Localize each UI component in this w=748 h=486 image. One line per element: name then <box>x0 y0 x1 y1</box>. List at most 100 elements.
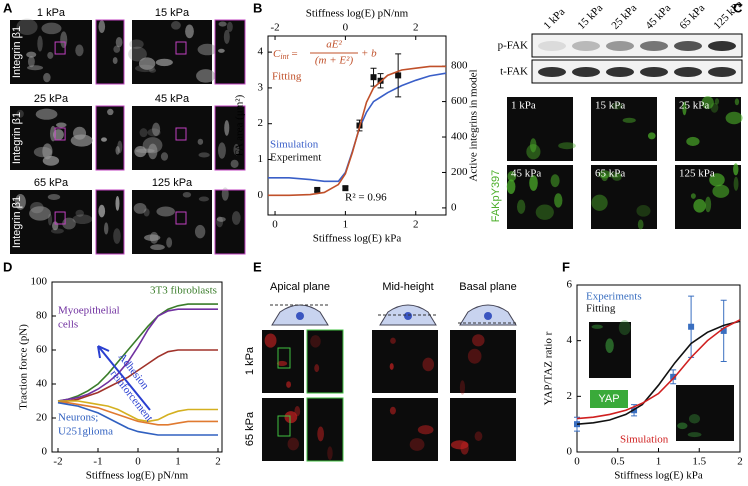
series-label: Simulation <box>270 139 319 151</box>
cell <box>50 228 64 234</box>
band <box>674 67 702 77</box>
cell <box>687 432 702 438</box>
micrograph <box>10 20 92 84</box>
cell <box>314 364 320 373</box>
annotation: Neurons; <box>58 412 98 424</box>
inset-frame <box>95 19 125 85</box>
cell <box>144 234 161 241</box>
panel-label: C <box>733 0 743 15</box>
stiffness-label: 45 kPa <box>155 93 190 105</box>
cell <box>607 171 622 178</box>
series-line <box>58 400 218 423</box>
stiffness-label: 1 kPa <box>37 7 66 19</box>
plane-label: Basal plane <box>459 281 517 293</box>
cell <box>115 37 123 48</box>
series-line <box>57 308 218 402</box>
cell <box>390 337 396 344</box>
cell <box>30 201 44 214</box>
image-label: 65 kPa <box>595 168 625 180</box>
panel-label: B <box>253 0 262 15</box>
data-point <box>314 186 321 193</box>
y-tick-label: 6 <box>567 279 573 291</box>
micrograph <box>372 330 438 393</box>
cell <box>459 380 466 395</box>
stain-label: Integrin β1 <box>11 112 23 164</box>
image-label: 45 kPa <box>511 168 541 180</box>
cell <box>230 159 239 168</box>
y-tick-label: 60 <box>36 344 48 356</box>
inset-frame <box>95 105 125 171</box>
y2-tick-label: 600 <box>451 95 468 107</box>
cell <box>422 357 435 372</box>
cell <box>147 128 161 137</box>
data-point <box>395 72 402 79</box>
series-line <box>57 401 218 436</box>
cell <box>507 171 517 182</box>
roi-box <box>54 41 66 55</box>
panel-label: D <box>3 259 12 274</box>
cell <box>677 422 688 430</box>
x-axis-label: Stiffness log(E) kPa <box>313 233 402 245</box>
cell <box>226 21 233 33</box>
blot <box>531 33 743 58</box>
annotation: 3T3 fibroblasts <box>150 285 217 297</box>
cell <box>216 216 226 222</box>
cell <box>42 155 60 166</box>
panel-label: E <box>253 259 262 274</box>
formula-lhs: C <box>273 48 281 60</box>
cell <box>60 31 68 49</box>
cell <box>286 381 292 388</box>
cell <box>218 48 225 53</box>
micrograph <box>215 190 245 254</box>
cell <box>467 348 482 364</box>
cell <box>117 140 123 154</box>
x-tick-label: 0.5 <box>611 456 625 468</box>
x-tick-label: 1 <box>175 456 181 468</box>
x-tick-label: 2 <box>737 456 743 468</box>
plot-frame <box>51 281 223 453</box>
cell <box>35 108 58 120</box>
band <box>674 41 702 51</box>
micrograph <box>507 97 573 161</box>
roi-box <box>277 415 291 437</box>
cell <box>725 111 743 125</box>
cell <box>135 148 155 153</box>
cell <box>149 68 157 73</box>
stiffness-label: 125 kPa <box>152 177 193 189</box>
blot-lane-label: 1 kPa <box>541 6 567 32</box>
cell <box>417 425 434 435</box>
y-tick-label: 1 <box>258 153 264 165</box>
inset-frame <box>214 105 246 171</box>
band <box>606 41 634 51</box>
cell <box>217 142 226 159</box>
cell <box>636 205 651 217</box>
x-tick-label: 1 <box>656 456 662 468</box>
micrograph <box>307 398 343 461</box>
annotation: U251glioma <box>58 426 113 438</box>
band <box>708 67 736 77</box>
cell <box>611 102 623 110</box>
cell <box>112 57 118 64</box>
image-label: 25 kPa <box>679 100 709 112</box>
micrograph <box>132 106 212 170</box>
cell <box>29 206 51 221</box>
cell <box>612 173 622 181</box>
cell <box>591 324 603 329</box>
cell <box>535 204 554 220</box>
cell <box>216 216 224 228</box>
cell <box>693 199 706 213</box>
cell <box>113 45 121 53</box>
micrograph <box>132 190 212 254</box>
blot-lane-label: 125 kPa <box>711 0 745 32</box>
cell <box>160 152 169 161</box>
cell <box>218 21 227 27</box>
cell <box>48 213 53 226</box>
y-tick-label: 0 <box>42 446 48 458</box>
cell <box>104 222 109 235</box>
cell <box>690 193 696 199</box>
cell <box>166 237 173 248</box>
micrograph <box>307 330 343 393</box>
x2-tick-label: 2 <box>413 22 419 34</box>
annotation: cells <box>58 319 78 331</box>
arrow <box>97 345 151 411</box>
